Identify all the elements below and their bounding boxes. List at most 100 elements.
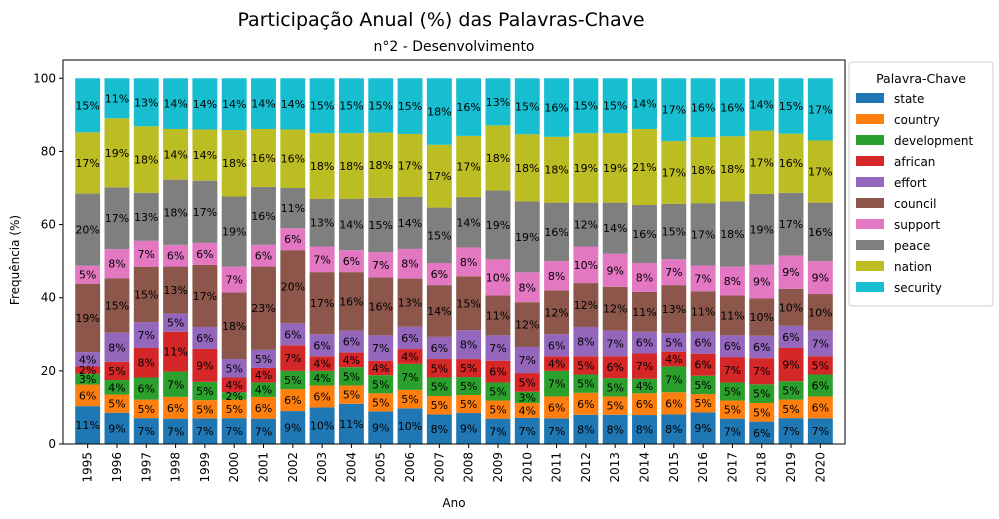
- data-label-peace-1997: 13%: [134, 211, 158, 224]
- bar-segment-country-2010: [514, 402, 540, 418]
- bar-segment-peace-2016: [690, 203, 716, 266]
- data-label-state-2017: 7%: [724, 425, 741, 438]
- data-label-country-1995: 6%: [79, 389, 96, 402]
- bar-segment-african-2013: [602, 356, 628, 379]
- legend-label-support: support: [894, 218, 940, 232]
- data-label-state-2016: 9%: [694, 422, 711, 435]
- bar-segment-effort-2012: [573, 326, 599, 357]
- bar-segment-effort-2017: [719, 335, 745, 358]
- x-tick-label-2009: 2009: [491, 452, 505, 483]
- bar-segment-effort-2014: [632, 331, 657, 354]
- data-label-african-2015: 4%: [665, 353, 682, 366]
- bar-segment-country-2006: [397, 389, 423, 409]
- x-tick-label-2012: 2012: [579, 452, 593, 483]
- data-label-development-2019: 5%: [782, 384, 799, 397]
- bar-segment-support-2005: [368, 252, 394, 278]
- data-label-country-2006: 5%: [401, 393, 418, 406]
- data-label-development-2011: 7%: [548, 378, 565, 391]
- data-label-development-2015: 7%: [665, 373, 682, 386]
- bar-segment-effort-1999: [192, 326, 218, 349]
- data-label-development-2003: 4%: [313, 372, 330, 385]
- data-label-peace-2017: 18%: [720, 228, 744, 241]
- bar-segment-development-2020: [807, 374, 833, 397]
- bar-segment-effort-2001: [251, 349, 276, 368]
- data-label-peace-2018: 19%: [750, 223, 774, 236]
- x-tick-label-2008: 2008: [462, 452, 476, 483]
- bar-segment-country-2014: [632, 393, 657, 416]
- data-label-state-2002: 9%: [284, 422, 301, 435]
- data-label-african-2018: 7%: [753, 365, 770, 378]
- bar-segment-council-2005: [368, 277, 394, 336]
- data-label-effort-2009: 7%: [489, 342, 506, 355]
- bar-segment-development-2002: [280, 370, 306, 390]
- data-label-peace-2015: 15%: [662, 226, 686, 239]
- bar-segment-council-1999: [192, 264, 218, 327]
- x-tick-label-2016: 2016: [696, 452, 710, 483]
- bar-segment-african-2005: [368, 360, 394, 376]
- data-label-nation-2016: 18%: [691, 164, 715, 177]
- data-label-development-2001: 4%: [255, 384, 272, 397]
- data-label-effort-2002: 6%: [284, 328, 301, 341]
- bar-segment-security-2000: [221, 78, 247, 131]
- data-label-nation-2011: 18%: [544, 164, 568, 177]
- legend-swatch-state: [856, 93, 884, 103]
- bar-segment-country-2008: [456, 395, 482, 414]
- bar-segment-state-2014: [632, 415, 657, 444]
- bar-segment-peace-2001: [251, 186, 276, 245]
- bar-segment-african-2014: [632, 353, 657, 379]
- bar-segment-support-1997: [133, 240, 159, 267]
- data-label-support-2010: 8%: [519, 281, 536, 294]
- bar-segment-state-2006: [397, 408, 423, 444]
- bar-segment-nation-2014: [632, 128, 657, 206]
- bar-segment-peace-2009: [485, 190, 511, 260]
- bar-segment-peace-2011: [544, 202, 570, 262]
- data-label-security-2005: 15%: [369, 99, 393, 112]
- bar-segment-support-2004: [338, 250, 364, 273]
- data-label-peace-1998: 18%: [163, 206, 187, 219]
- y-tick-label-0: 0: [48, 437, 56, 451]
- data-label-development-1997: 6%: [138, 383, 155, 396]
- bar-segment-nation-1999: [192, 129, 218, 181]
- bar-segment-state-2001: [251, 418, 276, 444]
- data-label-security-2000: 14%: [222, 98, 246, 111]
- bar-segment-development-1996: [104, 380, 130, 395]
- data-label-african-1999: 9%: [196, 359, 213, 372]
- bar-segment-effort-2000: [221, 359, 247, 378]
- x-tick-label-1999: 1999: [198, 452, 212, 483]
- bar-segment-effort-2002: [280, 323, 306, 346]
- data-label-state-1997: 7%: [138, 425, 155, 438]
- data-label-security-2009: 13%: [486, 96, 510, 109]
- data-label-nation-1997: 18%: [134, 154, 158, 167]
- data-label-country-2019: 5%: [782, 403, 799, 416]
- bar-segment-state-2003: [309, 407, 335, 444]
- data-label-state-2012: 8%: [577, 423, 594, 436]
- data-label-security-2006: 15%: [398, 100, 422, 113]
- data-label-security-1999: 14%: [193, 98, 217, 111]
- data-label-council-2000: 18%: [222, 320, 246, 333]
- data-label-security-2004: 15%: [339, 100, 363, 113]
- data-label-country-2016: 5%: [694, 397, 711, 410]
- bar-segment-security-1999: [192, 78, 218, 130]
- data-label-council-2018: 10%: [750, 311, 774, 324]
- legend-swatch-security: [856, 282, 884, 292]
- bar-segment-country-2001: [251, 396, 276, 419]
- bar-segment-support-1995: [75, 265, 101, 284]
- bar-segment-council-2012: [573, 283, 599, 327]
- bar-segment-peace-1999: [192, 180, 218, 243]
- bar-segment-effort-2020: [807, 330, 833, 357]
- data-label-support-2002: 6%: [284, 233, 301, 246]
- data-label-council-2008: 15%: [456, 297, 480, 310]
- bar-segment-security-2009: [485, 78, 511, 126]
- data-label-security-2002: 14%: [281, 98, 305, 111]
- bar-segment-nation-2015: [661, 141, 687, 204]
- data-label-effort-2012: 8%: [577, 336, 594, 349]
- bar-segment-council-2001: [251, 266, 276, 350]
- bar-segment-effort-2009: [485, 335, 511, 361]
- data-label-nation-2019: 16%: [779, 157, 803, 170]
- data-label-council-2015: 13%: [662, 303, 686, 316]
- x-tick-label-1995: 1995: [81, 452, 95, 483]
- data-label-country-2014: 6%: [636, 398, 653, 411]
- data-label-country-1999: 5%: [196, 403, 213, 416]
- data-label-support-2012: 10%: [574, 259, 598, 272]
- bar-segment-african-1998: [163, 331, 189, 372]
